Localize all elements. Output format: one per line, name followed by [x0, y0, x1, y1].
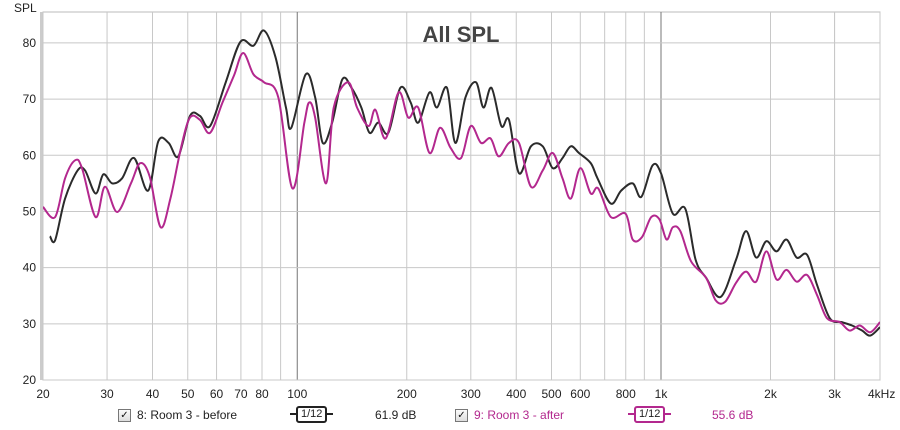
chart-title: All SPL: [422, 22, 499, 47]
y-tick-label: 50: [23, 204, 37, 218]
x-tick-label: 80: [255, 387, 269, 401]
x-tick-label: 20: [36, 387, 50, 401]
x-tick-label: 800: [616, 387, 636, 401]
x-tick-label: 4kHz: [868, 387, 895, 401]
legend-item-before[interactable]: ✓ 8: Room 3 - before: [118, 408, 237, 422]
checkbox-before[interactable]: ✓: [118, 408, 131, 422]
level-after: 55.6 dB: [712, 408, 754, 422]
x-tick-label: 60: [210, 387, 224, 401]
x-tick-label: 600: [570, 387, 590, 401]
y-tick-label: 30: [23, 317, 37, 331]
x-tick-label: 1k: [655, 387, 669, 401]
y-tick-label: 70: [23, 92, 37, 106]
y-tick-label: 60: [23, 148, 37, 162]
x-tick-label: 50: [181, 387, 195, 401]
plot-area: [42, 11, 881, 381]
y-tick-label: 40: [23, 261, 37, 275]
legend-label-after: 9: Room 3 - after: [474, 408, 565, 422]
legend-item-after[interactable]: ✓ 9: Room 3 - after: [455, 408, 564, 422]
series-line-after: [43, 52, 880, 334]
x-tick-label: 200: [397, 387, 417, 401]
smoothing-label-before: 1/12: [296, 405, 328, 423]
smoothing-button-before[interactable]: 1/12: [290, 405, 334, 423]
legend-label-before: 8: Room 3 - before: [137, 408, 238, 422]
y-tick-label: 20: [23, 373, 37, 387]
smoothing-button-after[interactable]: 1/12: [628, 405, 672, 423]
x-tick-label: 2k: [764, 387, 778, 401]
x-tick-label: 40: [146, 387, 160, 401]
x-tick-label: 3k: [828, 387, 842, 401]
level-before: 61.9 dB: [375, 408, 417, 422]
x-tick-label: 300: [461, 387, 481, 401]
checkbox-after[interactable]: ✓: [455, 408, 468, 422]
smoothing-label-after: 1/12: [634, 405, 666, 423]
x-tick-label: 70: [234, 387, 248, 401]
y-tick-label: 80: [23, 36, 37, 50]
x-tick-label: 100: [287, 387, 307, 401]
y-axis-label: SPL: [14, 1, 37, 15]
x-tick-label: 400: [506, 387, 526, 401]
x-tick-label: 500: [541, 387, 561, 401]
left-edge: [40, 12, 43, 380]
x-tick-label: 30: [100, 387, 114, 401]
